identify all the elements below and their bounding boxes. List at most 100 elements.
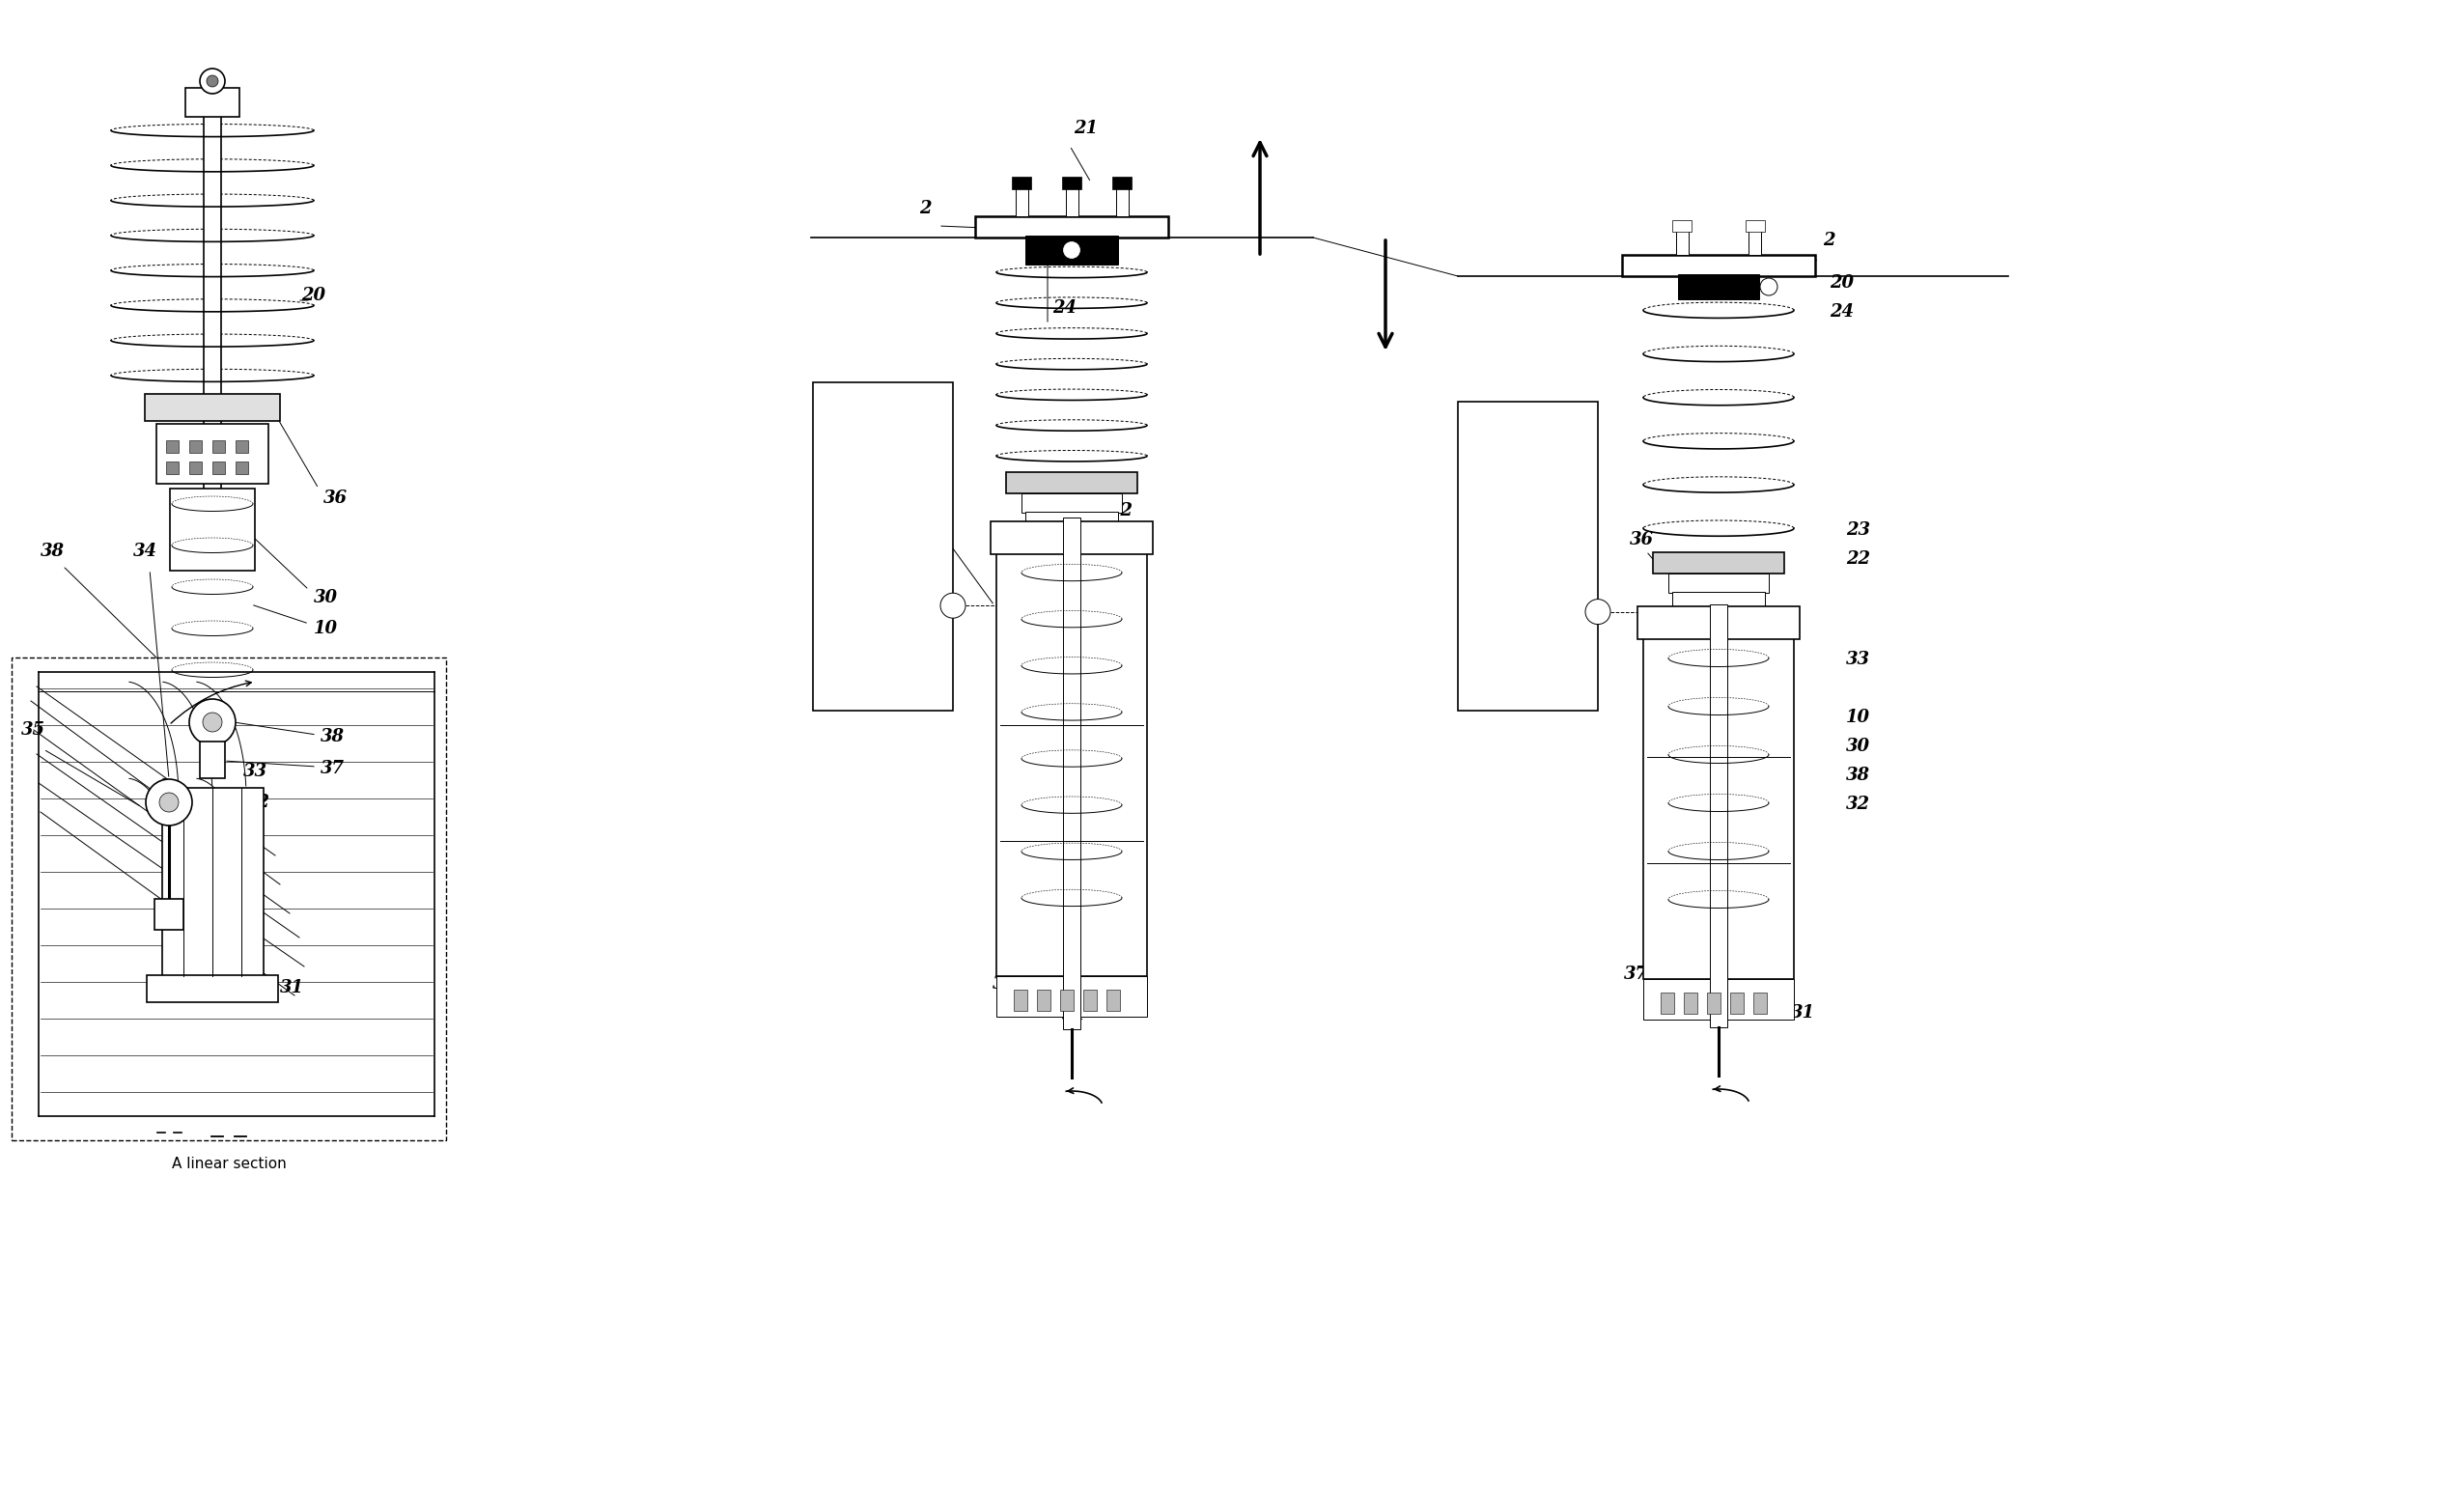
Bar xyxy=(1706,992,1721,1013)
Bar xyxy=(236,461,249,475)
Bar xyxy=(997,977,1147,1016)
Text: 22: 22 xyxy=(1846,550,1871,567)
Bar xyxy=(12,658,446,1140)
Text: 38: 38 xyxy=(1110,767,1135,785)
Text: 10: 10 xyxy=(1846,709,1871,726)
Bar xyxy=(1061,177,1081,189)
Text: 30: 30 xyxy=(313,590,337,606)
Text: 33: 33 xyxy=(1846,650,1871,668)
Bar xyxy=(1037,990,1051,1012)
Text: 37: 37 xyxy=(1625,966,1647,983)
Bar xyxy=(162,788,263,977)
Bar xyxy=(975,216,1169,237)
Bar xyxy=(165,440,180,452)
Bar xyxy=(1014,990,1027,1012)
Text: 23: 23 xyxy=(1108,473,1133,490)
Bar xyxy=(1642,612,1795,980)
Bar xyxy=(1007,472,1137,493)
Circle shape xyxy=(202,712,222,732)
Bar xyxy=(1105,990,1120,1012)
Bar xyxy=(185,88,239,116)
Text: 1: 1 xyxy=(822,510,835,526)
Bar xyxy=(1458,402,1598,711)
Text: 10: 10 xyxy=(313,620,337,637)
Bar xyxy=(1642,980,1795,1019)
Circle shape xyxy=(190,699,236,745)
Bar xyxy=(212,461,224,475)
Circle shape xyxy=(160,792,180,812)
Text: 35: 35 xyxy=(899,499,923,517)
Text: 20: 20 xyxy=(300,287,325,304)
Text: 37: 37 xyxy=(992,975,1017,992)
Text: 38: 38 xyxy=(320,727,345,745)
Text: 30: 30 xyxy=(1846,738,1871,754)
Bar xyxy=(1012,177,1032,189)
Text: 10: 10 xyxy=(1110,709,1135,726)
Text: A linear section: A linear section xyxy=(172,1157,286,1172)
Bar xyxy=(212,440,224,452)
Text: 22: 22 xyxy=(1108,502,1133,520)
Text: 30: 30 xyxy=(1110,738,1135,754)
Bar xyxy=(1083,990,1096,1012)
Text: 37: 37 xyxy=(320,761,345,777)
Bar xyxy=(155,900,185,930)
Text: 1: 1 xyxy=(1470,516,1482,532)
Text: 34: 34 xyxy=(1024,975,1049,992)
Text: 23: 23 xyxy=(1846,522,1871,538)
Bar xyxy=(1014,186,1027,216)
Circle shape xyxy=(940,593,965,618)
Text: 24: 24 xyxy=(1051,299,1076,316)
Bar xyxy=(1669,573,1768,593)
Bar xyxy=(1061,990,1073,1012)
Bar xyxy=(1711,605,1728,1027)
Bar xyxy=(1024,236,1118,265)
Bar xyxy=(148,975,278,1002)
Text: 35: 35 xyxy=(22,721,44,739)
Bar xyxy=(1113,177,1133,189)
Text: 34: 34 xyxy=(133,543,158,559)
Bar xyxy=(1746,221,1765,231)
Circle shape xyxy=(207,76,219,86)
Text: 32: 32 xyxy=(246,794,271,810)
Text: 31: 31 xyxy=(1790,1004,1814,1022)
Text: 38: 38 xyxy=(1846,767,1871,785)
Circle shape xyxy=(145,779,192,826)
Bar xyxy=(158,423,268,484)
Bar xyxy=(1748,228,1760,256)
Bar xyxy=(1662,992,1674,1013)
Text: 33: 33 xyxy=(1110,650,1135,668)
Text: 21: 21 xyxy=(1073,119,1098,138)
Text: 38: 38 xyxy=(39,543,64,559)
Bar xyxy=(1115,186,1128,216)
Bar xyxy=(1679,274,1760,299)
Bar xyxy=(190,461,202,475)
Bar xyxy=(1622,256,1814,277)
Bar xyxy=(1022,493,1123,513)
Bar xyxy=(990,522,1152,555)
Text: 36: 36 xyxy=(323,490,347,507)
Text: 20: 20 xyxy=(1829,274,1854,292)
Bar xyxy=(1672,591,1765,609)
Text: 36: 36 xyxy=(1630,531,1654,549)
Bar xyxy=(1637,606,1800,640)
Bar xyxy=(1652,552,1785,573)
Bar xyxy=(204,103,222,546)
Bar xyxy=(190,440,202,452)
Bar xyxy=(1064,517,1081,1030)
Text: 33: 33 xyxy=(244,762,268,780)
Text: 31: 31 xyxy=(1061,1005,1086,1024)
Text: 32: 32 xyxy=(1846,795,1871,813)
Circle shape xyxy=(1760,278,1778,295)
Text: 31: 31 xyxy=(281,980,305,996)
Bar xyxy=(170,488,256,570)
Bar xyxy=(1753,992,1768,1013)
Bar xyxy=(1731,992,1743,1013)
Text: 32: 32 xyxy=(1110,680,1135,697)
Bar xyxy=(997,528,1147,977)
Circle shape xyxy=(1586,599,1610,624)
Bar xyxy=(165,461,180,475)
Text: 2: 2 xyxy=(1822,231,1834,249)
Bar xyxy=(145,395,281,420)
Bar xyxy=(1672,221,1691,231)
Text: 24: 24 xyxy=(1829,304,1854,321)
